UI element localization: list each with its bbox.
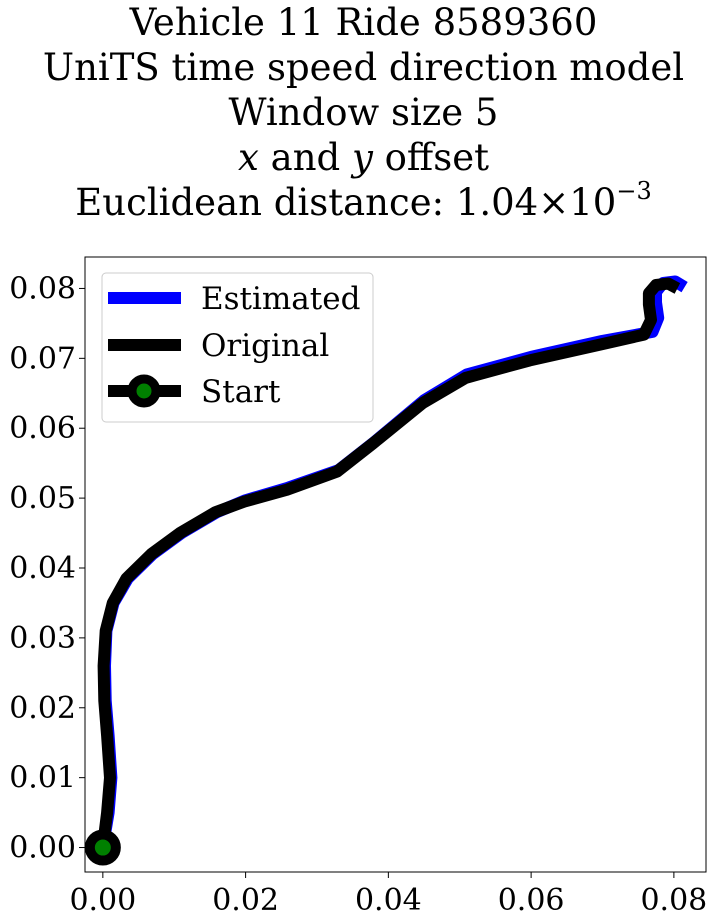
title-var-x: x [238, 136, 259, 179]
x-tick-label: 0.00 [69, 883, 136, 918]
y-tick-label: 0.03 [9, 621, 76, 656]
legend-label-original: Original [201, 328, 329, 364]
start-marker-group [84, 829, 121, 866]
x-tick-label: 0.04 [355, 883, 422, 918]
legend-label-estimated: Estimated [201, 281, 360, 317]
y-tick-label: 0.01 [9, 761, 76, 796]
title-line-3: Window size 5 [228, 91, 499, 134]
title-offset: offset [384, 136, 489, 179]
series-line-original [96, 277, 681, 849]
title-and: and [270, 136, 341, 179]
series-lines [96, 275, 688, 849]
title-line-2: UniTS time speed direction model [42, 46, 685, 89]
y-tick-label: 0.05 [9, 481, 76, 516]
x-tick-label: 0.06 [498, 883, 565, 918]
y-tick-label: 0.08 [9, 271, 76, 306]
y-tick-label: 0.02 [9, 691, 76, 726]
plot-frame [84, 256, 707, 873]
title-line-1: Vehicle 11 Ride 8589360 [129, 1, 598, 44]
x-tick-label: 0.02 [212, 883, 279, 918]
title-exponent: −3 [616, 177, 652, 205]
title-times: × [538, 181, 570, 224]
legend-box [101, 272, 374, 423]
legend-label-start: Start [201, 374, 281, 410]
x-tick-label: 0.08 [640, 883, 707, 918]
y-tick-label: 0.07 [9, 341, 76, 376]
title-line-5: Euclidean distance: 1.04×10−3 [0, 177, 727, 225]
legend: Estimated Original Start [101, 272, 374, 423]
title-var-y: y [351, 136, 373, 179]
chart-title: Vehicle 11 Ride 8589360 UniTS time speed… [0, 0, 727, 225]
title-distance: Euclidean distance: 1.04 [75, 181, 539, 224]
legend-start-marker [127, 374, 161, 408]
title-line-4: x and y offset [0, 135, 727, 180]
start-marker [84, 829, 121, 866]
title-base: 10 [569, 181, 617, 224]
axis-ticks: 0.00 0.02 0.04 0.06 0.08 0.00 0.01 0.02 0.03 0.04… [9, 271, 707, 918]
y-tick-label: 0.00 [9, 831, 76, 866]
y-tick-label: 0.06 [9, 411, 76, 446]
y-tick-label: 0.04 [9, 551, 76, 586]
